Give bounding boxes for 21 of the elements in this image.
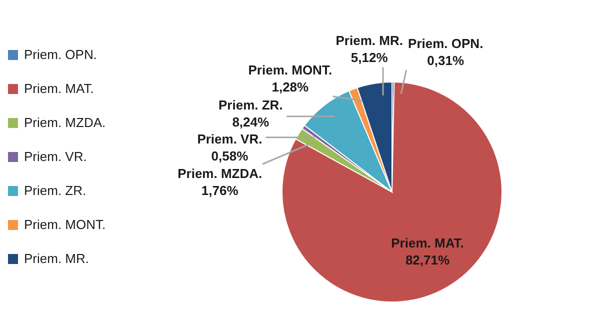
data-label: 0,58% <box>211 148 249 164</box>
data-label: 8,24% <box>232 114 270 130</box>
slice-label: Priem. MONT. <box>248 62 332 78</box>
legend-label: Priem. ZR. <box>24 183 86 198</box>
slice-label: Priem. VR. <box>197 132 262 147</box>
legend-label: Priem. MAT. <box>24 81 94 96</box>
data-label: 1,76% <box>201 183 239 198</box>
legend-label: Priem. MONT. <box>24 217 106 232</box>
data-label: 1,28% <box>272 79 310 94</box>
slice-label: Priem. ZR. <box>218 97 283 112</box>
slice-label: Priem. MR. <box>336 33 403 48</box>
data-label: 5,12% <box>350 50 388 66</box>
data-label: 82,71% <box>405 252 450 268</box>
legend-label: Priem. VR. <box>24 149 87 164</box>
slice-label: Priem. MZDA. <box>178 166 262 182</box>
legend-label: Priem. MR. <box>24 251 89 266</box>
legend-label: Priem. OPN. <box>24 47 97 62</box>
data-label: 0,31% <box>427 52 464 68</box>
legend-label: Priem. MZDA. <box>24 115 106 130</box>
slice-label: Priem. MAT. <box>391 236 464 251</box>
category-label: Priem. OPN. <box>408 36 484 51</box>
